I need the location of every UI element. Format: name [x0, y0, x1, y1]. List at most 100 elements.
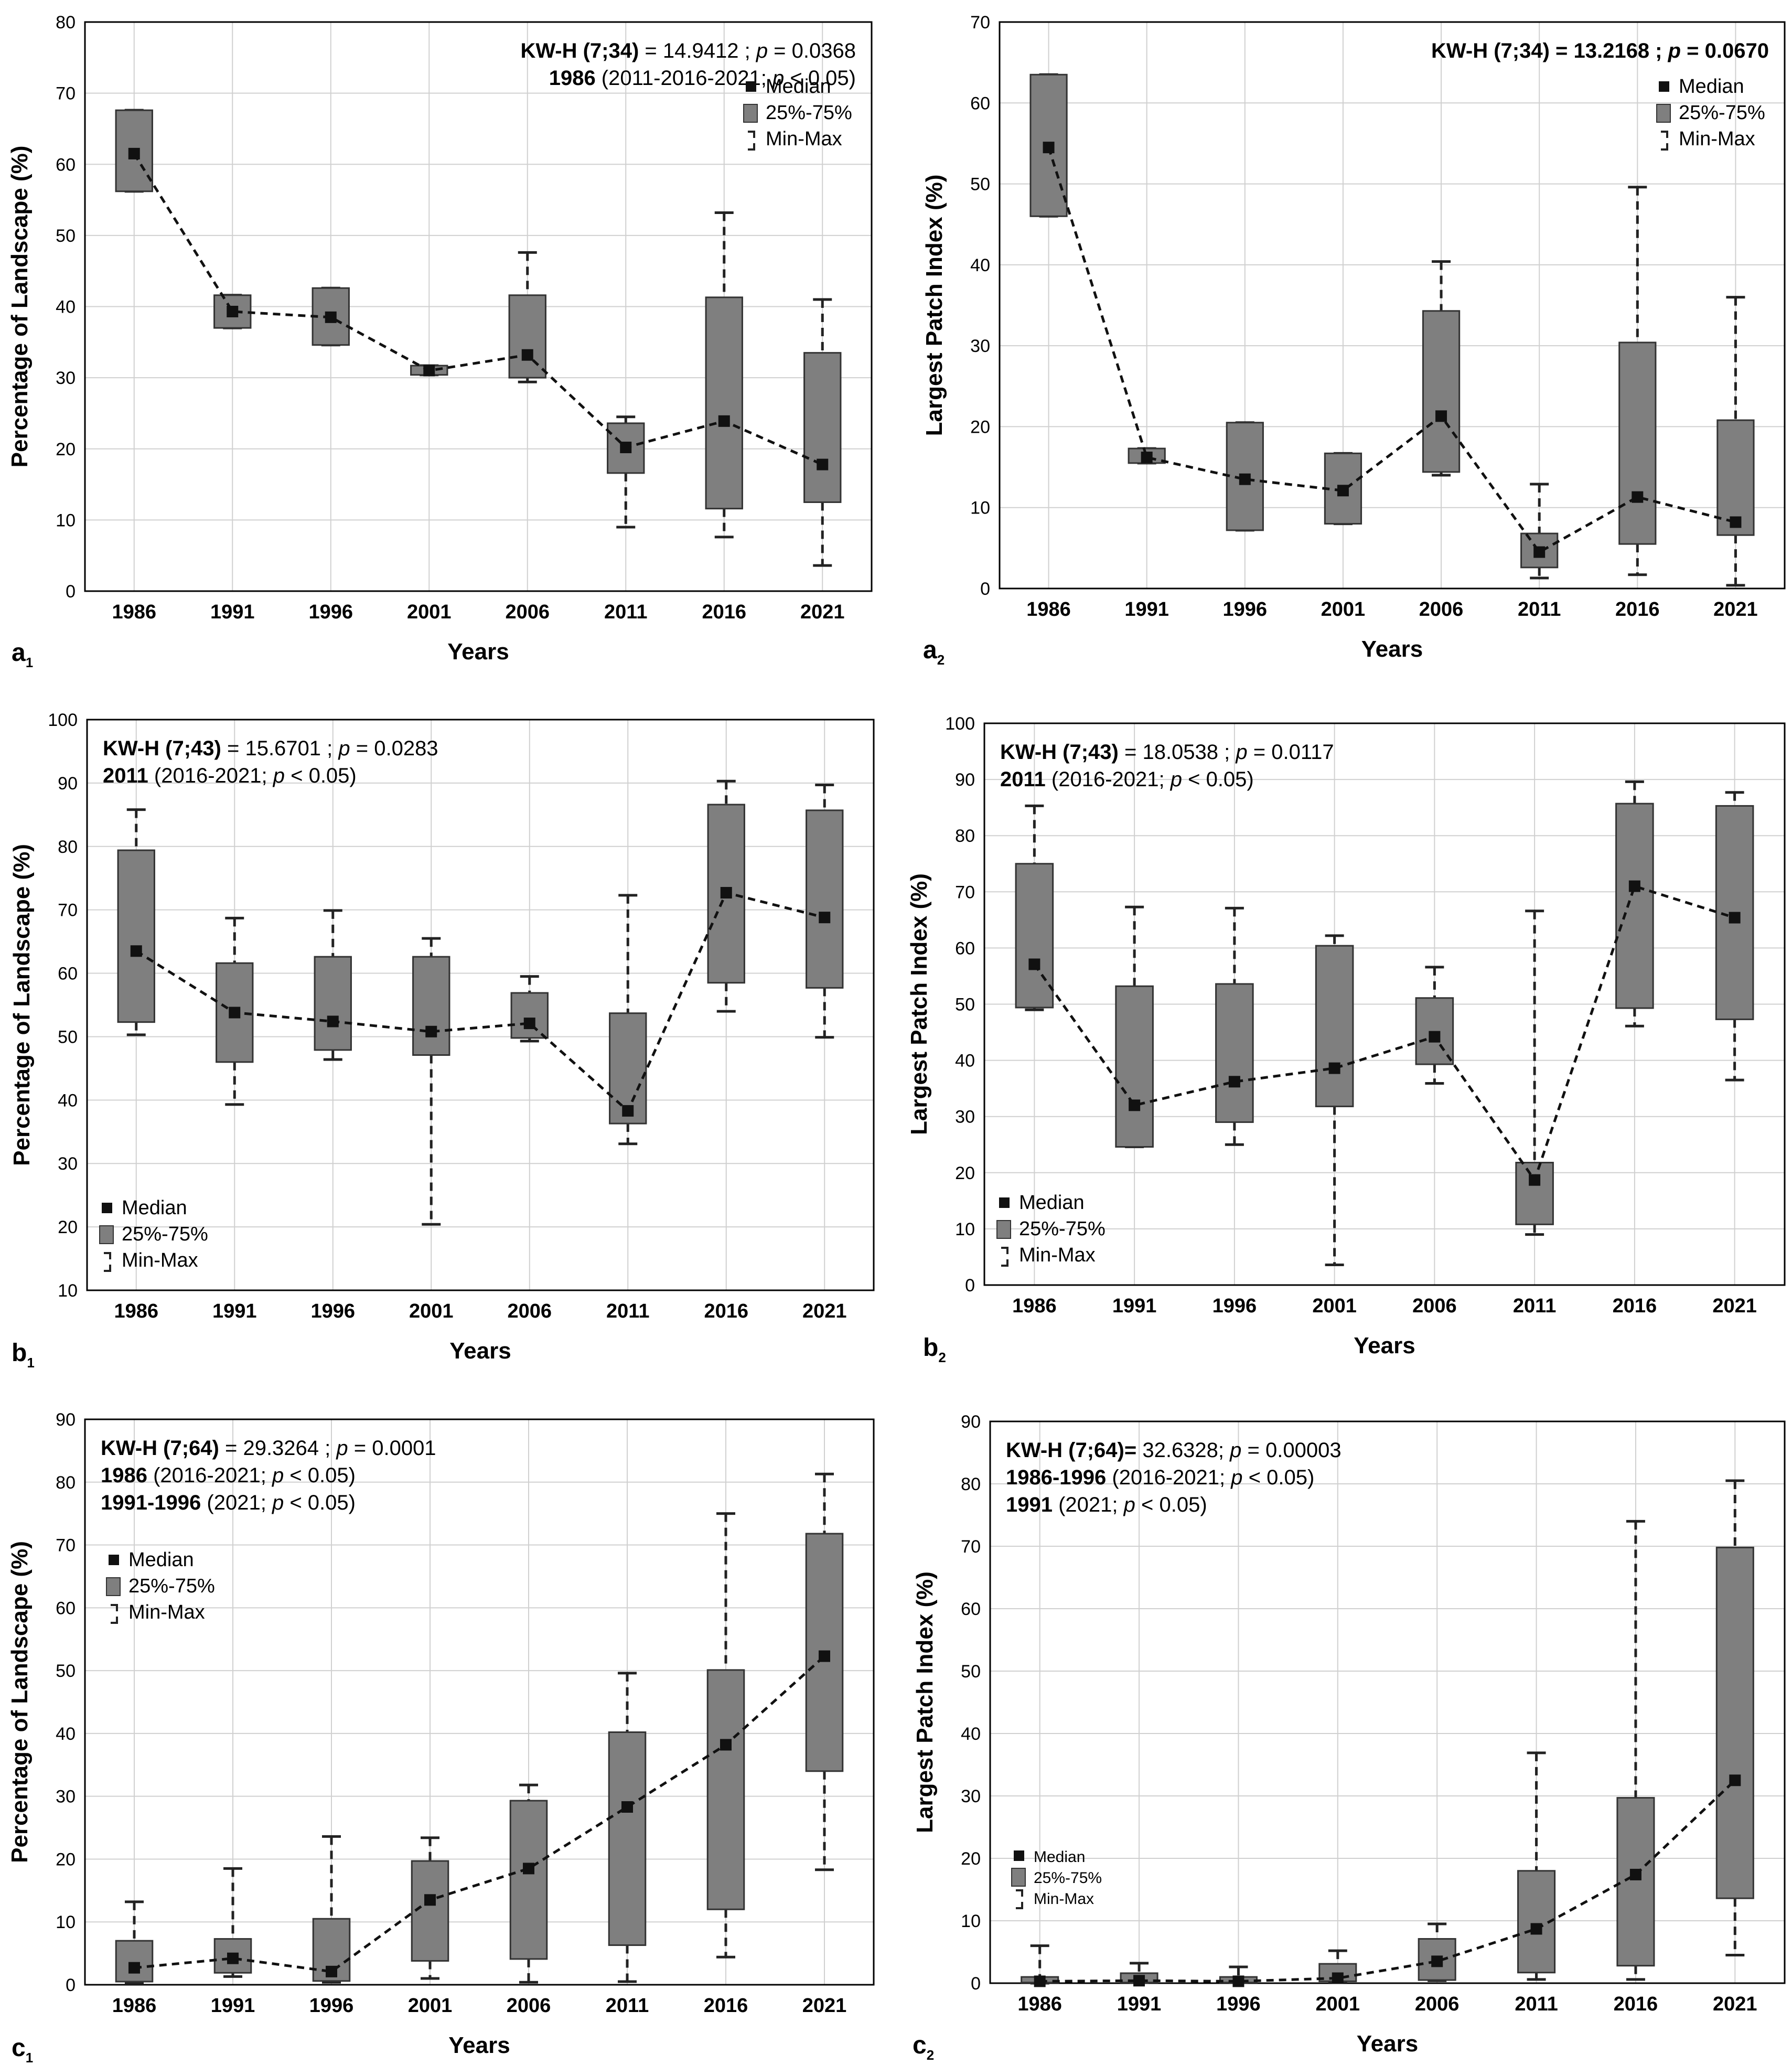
median-marker-2016 [718, 415, 730, 427]
y-tick-label: 90 [58, 774, 78, 794]
median-marker-1986 [130, 945, 142, 957]
box-1986 [115, 1900, 154, 1985]
stats-line: 1986 (2011-2016-2021; p < 0.05) [549, 67, 856, 90]
y-tick-label: 50 [970, 175, 990, 195]
panel-label: a1 [12, 639, 33, 670]
panel-label-subscript: 1 [26, 2050, 33, 2065]
median-marker-2006 [523, 1863, 534, 1875]
x-tick-label: 1996 [1212, 1295, 1257, 1317]
panel-label-letter: a [12, 639, 26, 667]
median-marker-1986 [128, 147, 140, 159]
plot-frame [84, 21, 873, 592]
legend-box-label: 25%-75% [1679, 102, 1765, 124]
stats-text: (2016-2021; [1106, 1466, 1231, 1489]
legend-median-label: Median [1019, 1192, 1085, 1214]
legend-box-icon [1656, 104, 1671, 123]
y-tick-label: 10 [955, 1219, 975, 1239]
x-tick-label: 1986 [112, 601, 156, 623]
y-tick-label: 30 [56, 1787, 76, 1807]
y-axis-label: Largest Patch Index (%) [912, 1571, 938, 1833]
panel-label-letter: c [913, 2031, 927, 2059]
stats-bold: 1986 [101, 1464, 147, 1487]
median-marker-1996 [1228, 1076, 1240, 1088]
panel-label: b2 [923, 1334, 946, 1365]
median-marker-2011 [1533, 546, 1546, 558]
legend: Median 25%-75% Min-Max [1011, 1848, 1102, 1909]
iqr-box [314, 956, 352, 1051]
median-marker-2021 [1730, 516, 1742, 528]
legend-box-icon [996, 1220, 1011, 1239]
y-tick-label: 0 [66, 1975, 76, 1995]
stats-text: (2021; [201, 1491, 272, 1514]
x-tick-label: 2001 [409, 1300, 454, 1322]
median-marker-2016 [720, 1739, 732, 1751]
median-marker-2001 [1337, 485, 1349, 497]
legend-whisker-icon [1001, 1247, 1008, 1267]
stats-bold: KW-H (7;64)= [1006, 1439, 1136, 1462]
median-marker-1986 [1028, 958, 1040, 970]
y-tick-label: 30 [961, 1786, 981, 1806]
stats-p-label: p [272, 1491, 284, 1514]
box-2001 [411, 1836, 449, 1980]
y-tick-label: 20 [970, 417, 990, 437]
stats-p-label: p [1230, 1466, 1242, 1489]
y-tick-label: 80 [961, 1474, 981, 1494]
panel-label-letter: b [12, 1339, 27, 1367]
iqr-box [1515, 1162, 1554, 1225]
x-tick-label: 2006 [507, 1995, 551, 2017]
y-tick-label: 60 [955, 938, 975, 958]
iqr-box [1015, 863, 1054, 1009]
median-trend-line [1047, 147, 1736, 554]
x-tick-label: 2021 [802, 1995, 847, 2017]
median-marker-1991 [1133, 1975, 1145, 1987]
iqr-box [705, 296, 743, 510]
y-tick-label: 30 [56, 368, 76, 388]
median-marker-2021 [819, 1650, 830, 1662]
x-tick-label: 1991 [1124, 598, 1169, 620]
panel-a1: 0 10 20 30 40 50 60 70 80 1986 1991 1996 2001 2006 201… [7, 13, 873, 670]
box-1996 [1215, 906, 1254, 1146]
stats-p-text: = 0.0117 [1248, 741, 1334, 764]
stats-text: 32.6328; [1136, 1439, 1230, 1462]
median-marker-1996 [1232, 1975, 1244, 1987]
y-tick-label: 20 [56, 440, 76, 459]
box-2016 [1616, 1520, 1655, 1981]
y-tick-label: 10 [56, 510, 76, 530]
box-1986 [1015, 804, 1054, 1011]
x-tick-label: 2006 [507, 1300, 552, 1322]
legend-median-label: Median [1679, 76, 1744, 98]
box-1986 [117, 808, 155, 1036]
median-trend-line [134, 1655, 825, 1973]
iqr-box [509, 1800, 548, 1960]
legend: Median 25%-75% Min-Max [106, 1549, 215, 1624]
panel-c2: 0 10 20 30 40 50 60 70 80 90 1986 1991 1996 2001 2006 2… [912, 1412, 1786, 2063]
median-marker-2021 [817, 458, 829, 470]
y-tick-label: 10 [58, 1281, 78, 1301]
y-tick-label: 90 [955, 770, 975, 790]
panel-label-letter: a [923, 636, 937, 664]
panel-c1: 0 10 20 30 40 50 60 70 80 90 1986 1991 1996 2001 2006 2… [7, 1410, 875, 2065]
iqr-box [608, 1731, 647, 1946]
median-marker-1996 [326, 1965, 337, 1977]
x-tick-label: 2006 [1419, 598, 1464, 620]
panel-label-letter: c [12, 2034, 26, 2062]
legend-box-icon [99, 1225, 114, 1244]
box-1991 [213, 1867, 252, 1978]
panel-label-subscript: 2 [927, 2047, 934, 2063]
stats-p-label: p [1668, 39, 1681, 62]
legend-whisker-icon [1016, 1889, 1023, 1909]
stats-line: 2011 (2016-2021; p < 0.05) [103, 764, 357, 787]
x-axis-label: Years [447, 639, 509, 665]
x-tick-label: 1991 [211, 1995, 255, 2017]
stats-bold: 1991 [1006, 1493, 1053, 1516]
y-tick-label: 70 [970, 13, 990, 33]
x-tick-label: 2011 [1515, 1993, 1558, 2015]
y-tick-label: 30 [970, 336, 990, 356]
legend-median-label: Median [122, 1197, 187, 1219]
median-trend-line [135, 891, 825, 1114]
stats-text: = 18.0538 ; [1119, 741, 1236, 764]
iqr-box [1715, 1546, 1754, 1899]
median-marker-1986 [1043, 142, 1055, 154]
y-axis-label: Percentage of Landscape (%) [7, 1541, 33, 1863]
